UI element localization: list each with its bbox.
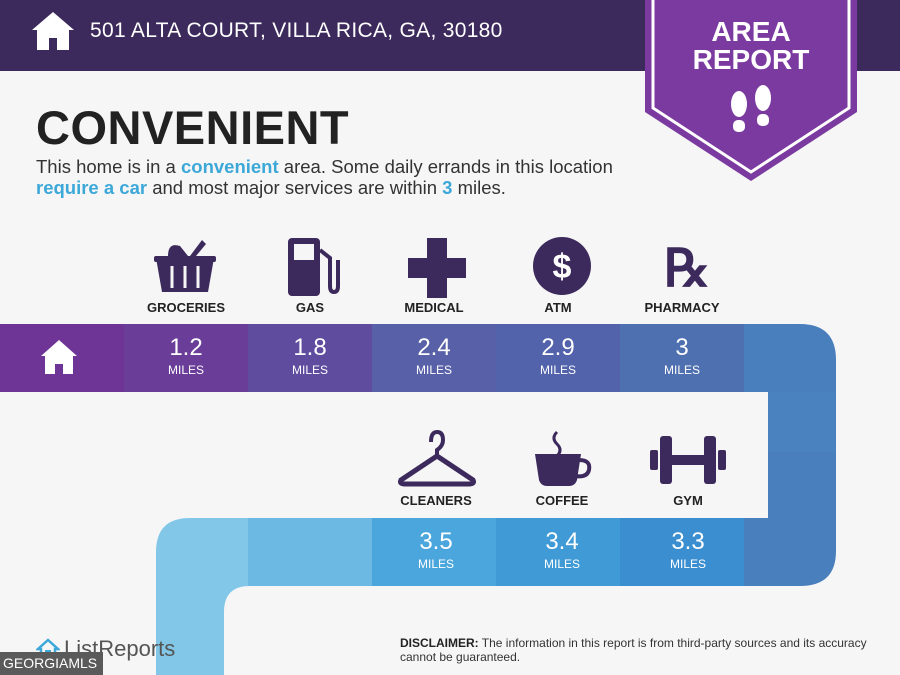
- distance-value: 3: [675, 334, 689, 361]
- shopping-basket-icon: [154, 240, 216, 292]
- distance-unit: MILES: [669, 557, 706, 571]
- distance-pharmacy: 3 MILES: [620, 324, 744, 392]
- desc-highlight-car: require a car: [36, 177, 148, 198]
- distance-value: 3.4: [545, 528, 579, 555]
- rx-icon: ℞: [664, 241, 711, 298]
- home-icon: [32, 12, 74, 50]
- distance-atm: 2.9 MILES: [496, 324, 620, 392]
- svg-text:$: $: [553, 248, 572, 286]
- disclaimer-text: DISCLAIMER: The information in this repo…: [400, 636, 880, 664]
- desc-text-2: area. Some daily errands in this locatio…: [278, 156, 613, 177]
- hanger-icon: [398, 429, 476, 487]
- georgia-mls-logo: GEORGIAMLS: [0, 652, 103, 675]
- area-report-badge: AREA REPORT: [645, 0, 857, 181]
- distance-gym: 3.3 MILES: [626, 518, 750, 586]
- svg-text:℞: ℞: [664, 241, 711, 298]
- distance-value: 2.4: [417, 334, 451, 361]
- service-label-pharmacy: PHARMACY: [644, 300, 720, 315]
- distance-value: 3.3: [671, 528, 705, 555]
- desc-text-1: This home is in a: [36, 156, 181, 177]
- disclaimer-label: DISCLAIMER:: [400, 636, 479, 650]
- service-label-gas: GAS: [295, 300, 325, 315]
- badge-line-2: REPORT: [692, 44, 810, 75]
- property-address: 501 ALTA COURT, VILLA RICA, GA, 30180: [90, 19, 503, 42]
- page-title: CONVENIENT: [36, 101, 350, 154]
- distance-medical: 2.4 MILES: [372, 324, 496, 392]
- distance-unit: MILES: [539, 363, 576, 377]
- desc-highlight-miles: 3: [442, 177, 453, 198]
- service-label-gym: GYM: [673, 493, 703, 508]
- distance-unit: MILES: [663, 363, 700, 377]
- disclaimer-body: The information in this report is from t…: [400, 636, 867, 664]
- distance-unit: MILES: [167, 363, 204, 377]
- coffee-cup-icon: [535, 430, 592, 486]
- gas-pump-icon: [288, 238, 340, 296]
- medical-cross-icon: [408, 238, 466, 298]
- service-label-medical: MEDICAL: [404, 300, 464, 315]
- distance-gas: 1.8 MILES: [248, 324, 372, 392]
- distance-unit: MILES: [417, 557, 454, 571]
- distance-unit: MILES: [291, 363, 328, 377]
- distance-value: 1.2: [169, 334, 203, 361]
- distance-groceries: 1.2 MILES: [124, 324, 248, 392]
- badge-line-1: AREA: [711, 16, 791, 47]
- desc-highlight-convenient: convenient: [180, 156, 279, 177]
- distance-value: 1.8: [293, 334, 327, 361]
- distance-value: 3.5: [419, 528, 453, 555]
- desc-text-3: and most major services are within: [147, 177, 443, 198]
- distance-value: 2.9: [541, 334, 575, 361]
- distance-unit: MILES: [415, 363, 452, 377]
- distance-cleaners: 3.5 MILES: [374, 518, 498, 586]
- service-label-atm: ATM: [544, 300, 572, 315]
- dumbbell-icon: [650, 436, 726, 484]
- summary-description: This home is in a convenient area. Some …: [36, 156, 656, 198]
- desc-text-4: miles.: [452, 177, 506, 198]
- service-label-coffee: COFFEE: [535, 493, 589, 508]
- distance-coffee: 3.4 MILES: [500, 518, 624, 586]
- footprints-icon: [731, 85, 771, 132]
- distance-unit: MILES: [543, 557, 580, 571]
- route-home-icon: [41, 340, 77, 374]
- service-label-groceries: GROCERIES: [146, 300, 225, 315]
- service-label-cleaners: CLEANERS: [400, 493, 472, 508]
- dollar-coin-icon: $: [533, 237, 591, 295]
